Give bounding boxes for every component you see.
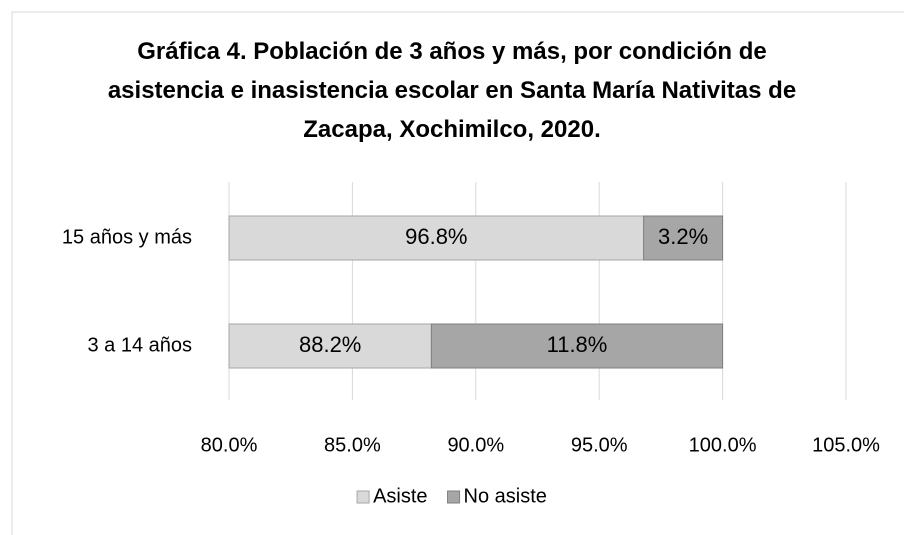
data-label: 3.2% [658, 224, 708, 249]
chart-title: Gráfica 4. Población de 3 años y más, po… [107, 38, 797, 143]
y-tick-label: 3 a 14 años [87, 334, 192, 356]
legend-swatch [356, 490, 370, 504]
legend-swatch [447, 490, 461, 504]
chart-frame [11, 11, 904, 535]
x-tick-label: 90.0% [447, 434, 504, 456]
x-tick-label: 80.0% [201, 434, 258, 456]
data-label: 11.8% [547, 332, 608, 357]
x-tick-label: 85.0% [324, 434, 381, 456]
y-tick-label: 15 años y más [62, 226, 192, 248]
x-tick-label: 100.0% [689, 434, 757, 456]
x-tick-label: 105.0% [812, 434, 880, 456]
x-tick-label: 95.0% [571, 434, 628, 456]
bar-segment [643, 215, 724, 261]
legend-label: Asiste [373, 485, 427, 507]
bar-segment [430, 323, 724, 369]
bar-segment [228, 323, 432, 369]
legend-label: No asiste [464, 485, 547, 507]
data-label: 88.2% [299, 332, 361, 357]
data-label: 96.8% [405, 224, 467, 249]
